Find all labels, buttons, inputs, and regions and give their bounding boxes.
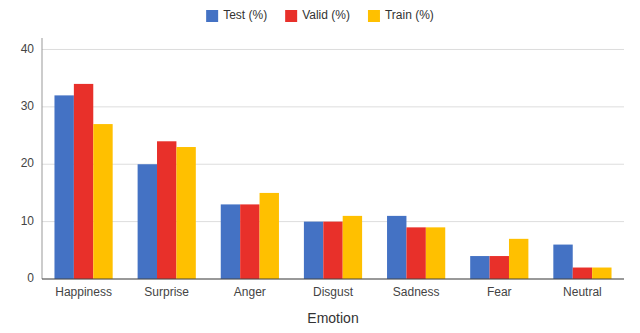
y-tick-label: 40: [21, 42, 35, 56]
legend-item: Test (%): [206, 8, 267, 22]
grid-line: [42, 279, 624, 280]
y-tick-label: 0: [27, 271, 34, 285]
chart-container: 0 10 20 30 40 Happiness Surprise Anger Disgust Sa…: [0, 0, 640, 333]
bar: [490, 256, 509, 279]
legend-label: Test (%): [223, 8, 267, 22]
bar: [553, 245, 572, 279]
series-bars: [54, 95, 572, 279]
x-tick-label: Anger: [234, 285, 266, 299]
legend-item: Valid (%): [285, 8, 350, 22]
bar: [54, 95, 73, 279]
x-tick-label: Sadness: [393, 285, 440, 299]
bar: [509, 239, 528, 279]
x-tick-label: Neutral: [563, 285, 602, 299]
x-tick-label: Happiness: [55, 285, 112, 299]
grid-line: [42, 106, 624, 107]
grid-line: [42, 49, 624, 50]
chart-svg: 0 10 20 30 40 Happiness Surprise Anger Disgust Sa…: [0, 0, 640, 333]
x-axis-label: Emotion: [307, 310, 358, 326]
bar: [93, 124, 112, 279]
legend-label: Train (%): [385, 8, 434, 22]
y-tick-label: 20: [21, 156, 35, 170]
bar: [592, 268, 611, 279]
bar: [323, 222, 342, 279]
x-tick-label: Surprise: [144, 285, 189, 299]
x-tick-label: Disgust: [313, 285, 354, 299]
x-axis-line: [42, 279, 624, 280]
bar: [304, 222, 323, 279]
bar: [157, 141, 176, 279]
background: [0, 0, 640, 333]
bar: [387, 216, 406, 279]
legend-swatch: [206, 10, 218, 22]
x-tick-label: Fear: [487, 285, 512, 299]
legend-label: Valid (%): [302, 8, 350, 22]
grid: [42, 49, 624, 279]
grid-line: [42, 164, 624, 165]
y-tick-label: 10: [21, 214, 35, 228]
legend: Test (%) Valid (%) Train (%): [206, 8, 434, 22]
bar: [260, 193, 279, 279]
bar: [343, 216, 362, 279]
bar: [240, 204, 259, 279]
bar: [426, 227, 445, 279]
series-bars: [74, 84, 592, 279]
x-tick-labels: Happiness Surprise Anger Disgust Sadness Fear…: [55, 285, 602, 299]
bar: [406, 227, 425, 279]
bars: [54, 84, 611, 279]
bar: [138, 164, 157, 279]
bar: [470, 256, 489, 279]
bar: [573, 268, 592, 279]
legend-item: Train (%): [368, 8, 434, 22]
legend-swatch: [368, 10, 380, 22]
bar: [221, 204, 240, 279]
y-axis-line: [42, 38, 43, 279]
y-tick-label: 30: [21, 99, 35, 113]
bar: [176, 147, 195, 279]
y-tick-labels: 0 10 20 30 40: [21, 42, 35, 286]
legend-swatch: [285, 10, 297, 22]
series-bars: [93, 124, 611, 279]
bar: [74, 84, 93, 279]
